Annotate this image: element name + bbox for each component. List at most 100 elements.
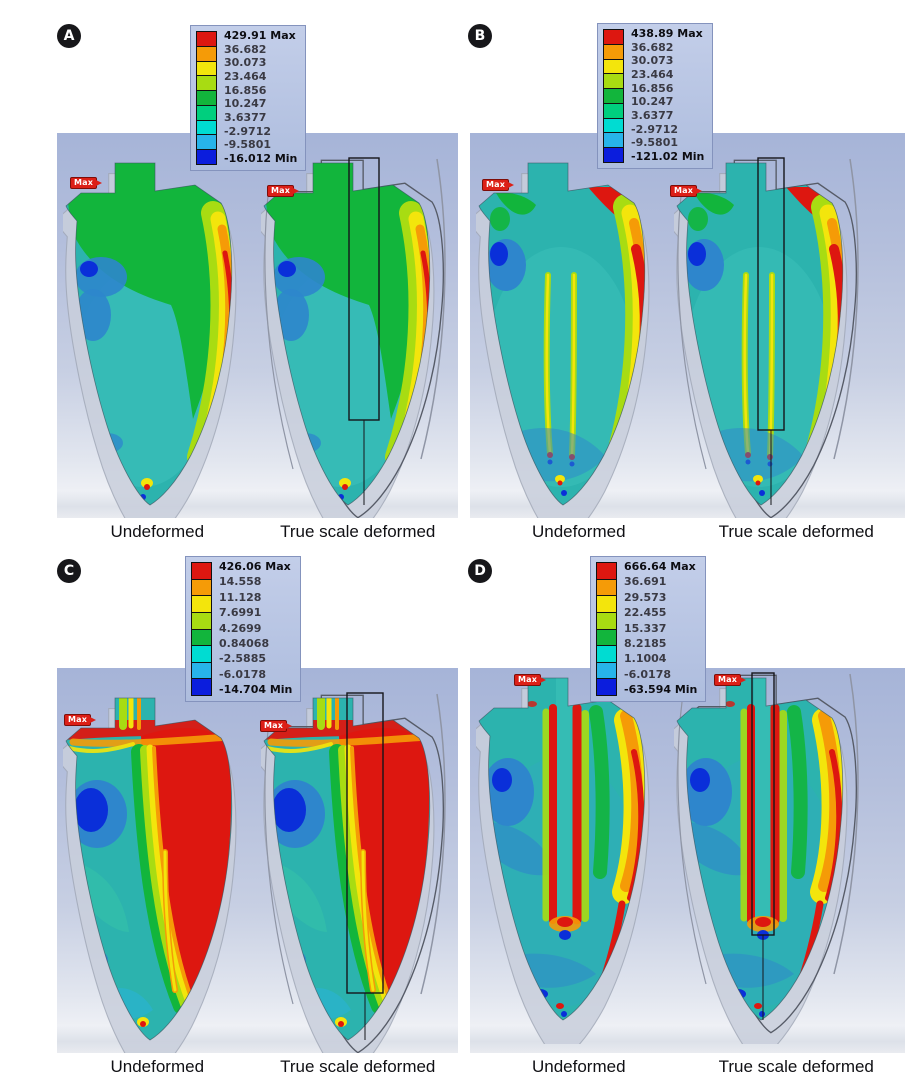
legend-entry: 16.856 xyxy=(631,81,674,95)
caption-undeformed: Undeformed xyxy=(531,522,626,541)
max-tag-text: Max xyxy=(68,715,88,724)
legend-entry: 30.073 xyxy=(631,54,674,68)
legend-entry: 0.84068 xyxy=(219,636,270,650)
legend-color-cell xyxy=(604,44,623,60)
caption-row: Undeformed True scale deformed xyxy=(57,522,458,542)
legend-entry: 23.464 xyxy=(631,67,674,81)
legend-color-cell xyxy=(197,91,216,106)
max-tag-text: Max xyxy=(264,721,284,730)
legend-color-cell xyxy=(197,150,216,165)
legend-entry: 36.682 xyxy=(224,42,267,56)
legend-labels: 438.89 Max 36.682 30.073 23.464 16.856 10.247… xyxy=(631,28,704,162)
legend-entry: -16.012 Min xyxy=(224,151,298,165)
legend-entry: -121.02 Min xyxy=(631,149,705,163)
max-annotation: Max xyxy=(514,674,547,686)
max-tag-text: Max xyxy=(74,178,94,187)
max-annotation: Max xyxy=(714,674,747,686)
legend-entry: -9.5801 xyxy=(631,136,679,150)
legend-color-cell xyxy=(192,612,211,630)
caption-undeformed: Undeformed xyxy=(110,1057,205,1076)
legend-colorbar xyxy=(191,562,212,696)
contour-plot-D: Max Max xyxy=(470,668,905,1053)
legend-entry: 1.1004 xyxy=(624,652,667,666)
legend-entry: 10.247 xyxy=(631,95,674,109)
panel-label-badge-D: D xyxy=(468,559,492,583)
legend-color-cell xyxy=(197,76,216,92)
max-annotation: Max xyxy=(70,177,103,189)
legend-entry: 36.682 xyxy=(631,40,674,54)
max-tag-text: Max xyxy=(271,186,291,195)
caption-deformed: True scale deformed xyxy=(280,522,436,541)
legend-color-cell xyxy=(192,579,211,597)
undeformed-contour xyxy=(470,672,666,1053)
legend-entry: -14.704 Min xyxy=(219,683,293,696)
legend-entry: 30.073 xyxy=(224,56,267,70)
contour-plot-B: Max Max xyxy=(470,133,905,518)
max-annotation: Max xyxy=(482,179,515,191)
legend-color-cell xyxy=(604,118,623,134)
panel-label-badge-C: C xyxy=(57,559,81,583)
max-tag-text: Max xyxy=(674,186,694,195)
color-scale-legend: 426.06 Max 14.558 11.128 7.6991 4.2699 0.8406… xyxy=(185,556,302,702)
legend-labels: 426.06 Max 14.558 11.128 7.6991 4.2699 0.8406… xyxy=(219,561,292,695)
legend-color-cell xyxy=(192,646,211,663)
legend-entry: -6.0178 xyxy=(624,667,672,681)
legend-entry: 23.464 xyxy=(224,69,267,83)
legend-labels: 666.64 Max 36.691 29.573 22.455 15.337 8.2185… xyxy=(624,561,697,695)
max-tag-text: Max xyxy=(518,675,538,684)
legend-colorbar xyxy=(596,562,617,696)
legend-entry: 7.6991 xyxy=(219,606,262,620)
caption-undeformed: Undeformed xyxy=(531,1057,626,1076)
legend-entry: 36.691 xyxy=(624,575,667,589)
undeformed-contour xyxy=(470,157,666,518)
legend-color-cell xyxy=(597,596,616,613)
panel-D: D Max Max 666.64 Max 36.691 29.573 22.455 15… xyxy=(460,545,905,1087)
legend-entry: 666.64 Max xyxy=(624,560,696,573)
caption-undeformed: Undeformed xyxy=(110,522,205,541)
legend-color-cell xyxy=(597,612,616,630)
legend-color-cell xyxy=(197,61,216,77)
legend-entry: 14.558 xyxy=(219,575,262,589)
legend-color-cell xyxy=(192,563,211,580)
legend-entry: 22.455 xyxy=(624,606,667,620)
legend-colorbar xyxy=(196,31,217,165)
legend-color-cell xyxy=(192,679,211,695)
panel-label-badge-A: A xyxy=(57,24,81,48)
deformed-contour xyxy=(665,157,864,518)
legend-entry: 11.128 xyxy=(219,590,262,604)
legend-entry: 4.2699 xyxy=(219,621,262,635)
legend-color-cell xyxy=(197,32,216,47)
legend-color-cell xyxy=(197,46,216,62)
panel-A: A Max Max 429.91 Max 36.682 30.073 23.464 16… xyxy=(15,10,458,545)
legend-entry: 438.89 Max xyxy=(631,27,703,40)
caption-deformed: True scale deformed xyxy=(718,522,874,541)
legend-colorbar xyxy=(603,29,624,163)
max-tag-text: Max xyxy=(718,675,738,684)
legend-entry: -6.0178 xyxy=(219,667,267,681)
legend-entry: -2.9712 xyxy=(631,122,679,136)
legend-color-cell xyxy=(604,103,623,119)
contour-plot-A: Max Max xyxy=(57,133,458,518)
legend-entry: 429.91 Max xyxy=(224,29,296,42)
max-annotation: Max xyxy=(670,185,703,197)
legend-color-cell xyxy=(604,74,623,90)
legend-color-cell xyxy=(192,629,211,647)
legend-color-cell xyxy=(597,646,616,663)
legend-entry: 15.337 xyxy=(624,621,667,635)
legend-entry: 3.6377 xyxy=(224,110,267,124)
legend-entry: 29.573 xyxy=(624,590,667,604)
legend-entry: -2.5885 xyxy=(219,652,267,666)
legend-entry: -2.9712 xyxy=(224,124,272,138)
legend-color-cell xyxy=(192,596,211,613)
color-scale-legend: 666.64 Max 36.691 29.573 22.455 15.337 8.2185… xyxy=(590,556,707,702)
legend-entry: 10.247 xyxy=(224,97,267,111)
panel-letter-text: B xyxy=(474,28,486,44)
legend-entry: 16.856 xyxy=(224,83,267,97)
deformed-contour xyxy=(252,157,451,518)
legend-color-cell xyxy=(192,662,211,680)
max-annotation: Max xyxy=(64,714,97,726)
panel-C: C Max Max 426.06 Max 14.558 11.128 7.6991 4.… xyxy=(15,545,458,1087)
caption-deformed: True scale deformed xyxy=(280,1057,436,1076)
legend-color-cell xyxy=(597,662,616,680)
legend-entry: -9.5801 xyxy=(224,138,272,152)
